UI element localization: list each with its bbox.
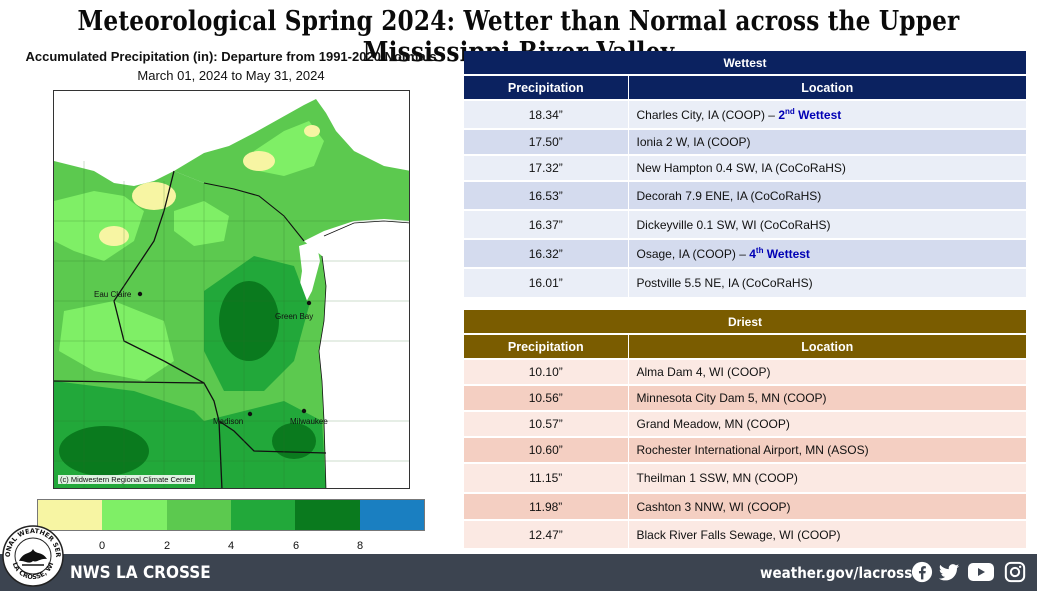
location-name: Osage, IA (COOP) – [636,247,750,261]
twitter-icon[interactable] [938,561,960,583]
location-name: Minnesota City Dam 5, MN (COOP) [627,384,1026,411]
map-title: Accumulated Precipitation (in): Departur… [25,49,437,64]
table-row: 10.60” Rochester International Airport, … [464,436,1026,463]
precip-value: 11.98” [464,492,628,520]
city-label-milwaukee: Milwaukee [290,417,328,426]
city-label-madison: Madison [213,417,244,426]
precip-value: 17.50” [464,128,628,155]
nws-logo-icon: NATIONAL WEATHER SERVICE LA CROSSE, WI [2,525,64,587]
legend-tick: 4 [227,540,235,552]
city-label-green-bay: Green Bay [275,312,314,321]
table-row: 16.32” Osage, IA (COOP) – 4th Wettest [464,238,1026,268]
location-name: Black River Falls Sewage, WI (COOP) [627,519,1026,548]
legend-swatch [102,500,167,530]
column-header-precipitation: Precipitation [464,74,628,99]
footer-bar: NWS LA CROSSE weather.gov/lacrosse [0,554,1037,591]
instagram-icon[interactable] [1004,561,1026,583]
legend-tick: 0 [98,540,106,552]
table-row: 10.10” Alma Dam 4, WI (COOP) [464,358,1026,385]
legend-swatch [230,500,296,530]
legend-tick: 6 [292,540,300,552]
youtube-icon[interactable] [967,561,995,583]
location-name: Postville 5.5 NE, IA (CoCoRaHS) [627,267,1026,297]
facebook-icon[interactable] [911,561,933,583]
wettest-title: Wettest [464,51,1026,75]
location-name: Charles City, IA (COOP) – [636,108,779,122]
legend-swatch [359,500,424,530]
column-header-location: Location [627,74,1026,99]
wettest-table: Wettest Precipitation Location 18.34” Ch… [464,51,1026,297]
location-name: Decorah 7.9 ENE, IA (CoCoRaHS) [627,180,1026,210]
table-row: 16.01” Postville 5.5 NE, IA (CoCoRaHS) [464,267,1026,297]
rank-note: 4th Wettest [749,246,810,261]
table-row: 17.50” Ionia 2 W, IA (COOP) [464,128,1026,155]
table-row: 16.53” Decorah 7.9 ENE, IA (CoCoRaHS) [464,180,1026,210]
column-header-location: Location [627,333,1026,358]
column-header-precipitation: Precipitation [464,333,628,358]
location-name: Ionia 2 W, IA (COOP) [627,128,1026,155]
precip-value: 17.32” [464,154,628,181]
legend-tick: 8 [356,540,364,552]
location-name: Alma Dam 4, WI (COOP) [627,358,1026,385]
legend-swatch [295,500,360,530]
precip-value: 12.47” [464,519,628,548]
location-name: Grand Meadow, MN (COOP) [627,410,1026,437]
precip-value: 10.56” [464,384,628,411]
legend-tick: 2 [163,540,171,552]
driest-table: Driest Precipitation Location 10.10” Alm… [464,310,1026,548]
precip-value: 11.15” [464,462,628,493]
precip-value: 16.37” [464,209,628,239]
precipitation-departure-map: Eau Claire Green Bay Madison Milwaukee [53,90,410,489]
map-credit: (c) Midwestern Regional Climate Center [58,475,195,484]
driest-title: Driest [464,310,1026,334]
location-name: Theilman 1 SSW, MN (COOP) [627,462,1026,493]
table-row: 18.34” Charles City, IA (COOP) – 2nd Wet… [464,99,1026,129]
precip-value: 18.34” [464,99,628,129]
location-cell: Osage, IA (COOP) – 4th Wettest [627,238,1026,268]
map-graphic [54,91,409,488]
precip-value: 10.60” [464,436,628,463]
location-name: Dickeyville 0.1 SW, WI (CoCoRaHS) [627,209,1026,239]
city-label-eau-claire: Eau Claire [94,290,132,299]
website-link[interactable]: weather.gov/lacrosse [760,564,922,582]
location-name: Cashton 3 NNW, WI (COOP) [627,492,1026,520]
precip-value: 10.10” [464,358,628,385]
table-row: 10.57” Grand Meadow, MN (COOP) [464,410,1026,437]
map-date-range: March 01, 2024 to May 31, 2024 [137,68,325,83]
map-legend [37,499,425,531]
legend-swatch [166,500,231,530]
table-row: 11.15” Theilman 1 SSW, MN (COOP) [464,462,1026,493]
table-row: 11.98” Cashton 3 NNW, WI (COOP) [464,492,1026,520]
precip-value: 16.32” [464,238,628,268]
precip-value: 16.01” [464,267,628,297]
table-row: 12.47” Black River Falls Sewage, WI (COO… [464,519,1026,548]
office-name: NWS LA CROSSE [70,563,211,583]
table-row: 17.32” New Hampton 0.4 SW, IA (CoCoRaHS) [464,154,1026,181]
location-cell: Charles City, IA (COOP) – 2nd Wettest [627,99,1026,129]
location-name: New Hampton 0.4 SW, IA (CoCoRaHS) [627,154,1026,181]
table-row: 16.37” Dickeyville 0.1 SW, WI (CoCoRaHS) [464,209,1026,239]
precip-value: 10.57” [464,410,628,437]
precip-value: 16.53” [464,180,628,210]
legend-swatch [38,500,103,530]
table-row: 10.56” Minnesota City Dam 5, MN (COOP) [464,384,1026,411]
location-name: Rochester International Airport, MN (ASO… [627,436,1026,463]
rank-note: 2nd Wettest [778,107,842,122]
